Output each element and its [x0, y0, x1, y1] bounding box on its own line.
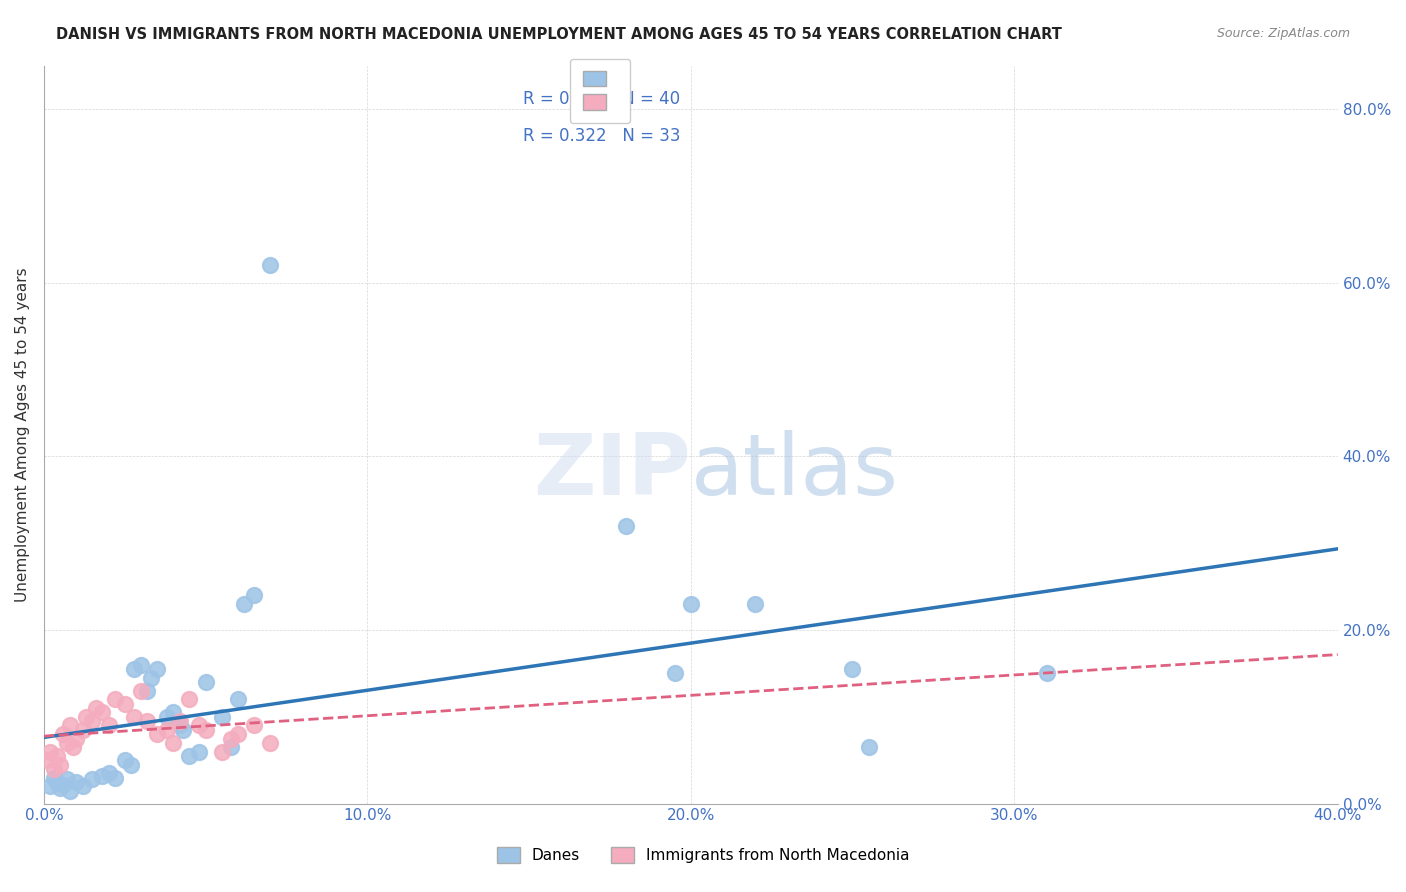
Point: [179, 692, 201, 706]
Text: atlas: atlas: [690, 430, 898, 513]
Point: [664, 666, 686, 681]
Legend: Danes, Immigrants from North Macedonia: Danes, Immigrants from North Macedonia: [485, 835, 921, 875]
Point: [82, 714, 104, 728]
Point: [55, 772, 77, 787]
Point: [169, 718, 191, 732]
Point: [858, 740, 880, 755]
Point: [226, 727, 249, 741]
Point: [82, 772, 104, 787]
Legend: , : ,: [571, 59, 630, 122]
Point: [59, 718, 82, 732]
Point: [59, 783, 82, 797]
Point: [42, 771, 65, 785]
Point: [243, 718, 266, 732]
Point: [243, 588, 266, 602]
Point: [679, 597, 702, 611]
Point: [221, 740, 243, 755]
Point: [72, 723, 94, 737]
Point: [259, 259, 281, 273]
Point: [37, 753, 59, 767]
Point: [169, 714, 191, 728]
Point: [136, 683, 159, 698]
Point: [188, 745, 211, 759]
Point: [49, 757, 72, 772]
Point: [55, 736, 77, 750]
Point: [1035, 666, 1057, 681]
Text: ZIP: ZIP: [533, 430, 690, 513]
Point: [129, 683, 152, 698]
Point: [104, 692, 127, 706]
Point: [97, 766, 120, 780]
Point: [211, 710, 233, 724]
Point: [84, 701, 107, 715]
Point: [75, 710, 97, 724]
Point: [72, 779, 94, 793]
Point: [49, 780, 72, 795]
Point: [221, 731, 243, 746]
Point: [156, 723, 179, 737]
Point: [39, 745, 62, 759]
Point: [45, 775, 67, 789]
Point: [233, 597, 256, 611]
Point: [65, 731, 87, 746]
Point: [179, 748, 201, 763]
Y-axis label: Unemployment Among Ages 45 to 54 years: Unemployment Among Ages 45 to 54 years: [15, 268, 30, 602]
Point: [146, 727, 169, 741]
Point: [42, 762, 65, 776]
Point: [162, 736, 184, 750]
Text: R = 0.322   N = 33: R = 0.322 N = 33: [523, 127, 681, 145]
Point: [114, 753, 136, 767]
Point: [65, 775, 87, 789]
Point: [129, 657, 152, 672]
Point: [97, 718, 120, 732]
Point: [139, 671, 162, 685]
Text: R = 0.423   N = 40: R = 0.423 N = 40: [523, 90, 679, 108]
Point: [114, 697, 136, 711]
Point: [45, 748, 67, 763]
Point: [211, 745, 233, 759]
Point: [124, 710, 146, 724]
Point: [259, 736, 281, 750]
Point: [194, 723, 217, 737]
Point: [841, 662, 863, 676]
Point: [194, 675, 217, 690]
Point: [226, 692, 249, 706]
Point: [188, 718, 211, 732]
Point: [172, 723, 194, 737]
Point: [52, 727, 75, 741]
Point: [614, 518, 637, 533]
Point: [91, 769, 114, 783]
Point: [124, 662, 146, 676]
Point: [104, 771, 127, 785]
Point: [146, 662, 169, 676]
Point: [136, 714, 159, 728]
Text: Source: ZipAtlas.com: Source: ZipAtlas.com: [1216, 27, 1350, 40]
Point: [62, 740, 84, 755]
Point: [120, 757, 142, 772]
Point: [156, 710, 179, 724]
Point: [744, 597, 766, 611]
Point: [39, 779, 62, 793]
Point: [52, 778, 75, 792]
Point: [91, 706, 114, 720]
Point: [162, 706, 184, 720]
Text: DANISH VS IMMIGRANTS FROM NORTH MACEDONIA UNEMPLOYMENT AMONG AGES 45 TO 54 YEARS: DANISH VS IMMIGRANTS FROM NORTH MACEDONI…: [56, 27, 1062, 42]
